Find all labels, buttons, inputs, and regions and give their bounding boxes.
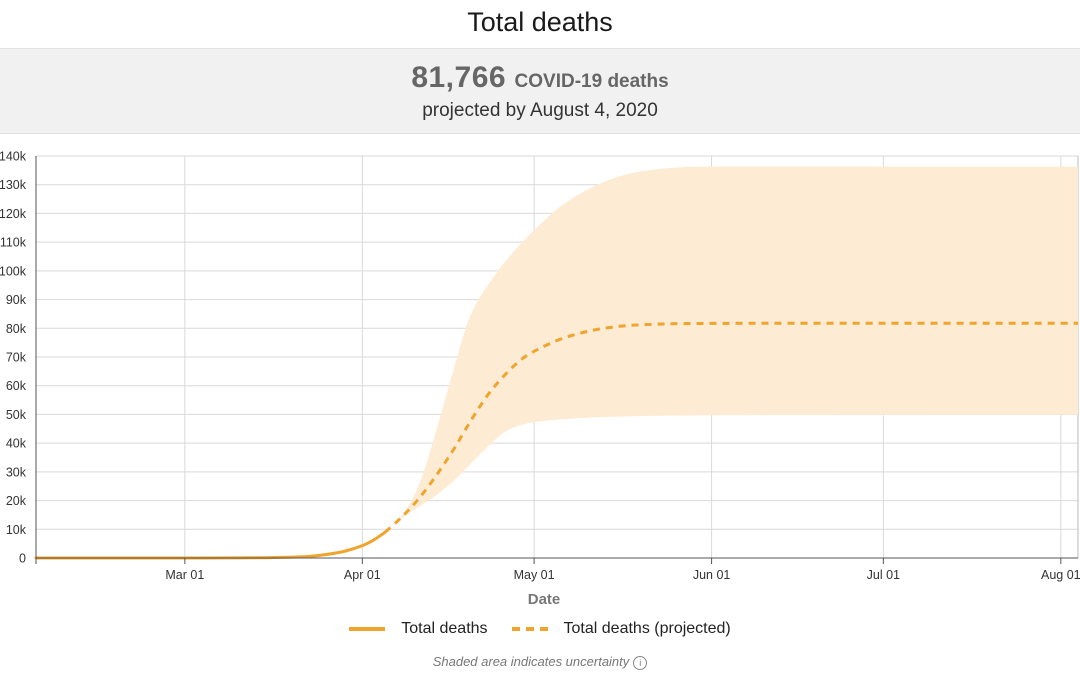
legend-item-total-deaths-projected[interactable]: Total deaths (projected): [511, 620, 731, 638]
y-tick-label: 110k: [0, 236, 27, 250]
y-tick-label: 90k: [6, 293, 27, 307]
solid-line-swatch: [349, 627, 386, 631]
y-tick-label: 100k: [0, 264, 27, 278]
x-tick-label: Aug 01: [1041, 568, 1080, 582]
y-tick-label: 20k: [6, 494, 27, 508]
axes: 0 10k 20k 30k 40k 50k 60k 70k 80k 90k 100k 110k 120k…: [0, 150, 1080, 583]
uncertainty-footnote: Shaded area indicates uncertainty i: [0, 654, 1080, 670]
x-tick-label: Jul 01: [867, 568, 900, 582]
legend-item-total-deaths[interactable]: Total deaths: [349, 620, 488, 638]
y-tick-label: 0: [19, 552, 26, 566]
dashed-line-swatch: [511, 627, 548, 631]
uncertainty-band: [385, 166, 1078, 533]
x-tick-label: Mar 01: [165, 568, 204, 582]
x-tick-label: Apr 01: [344, 568, 381, 582]
x-tick-label: May 01: [514, 568, 555, 582]
legend-label: Total deaths: [401, 620, 488, 637]
y-tick-label: 120k: [0, 207, 27, 221]
series-line-total-deaths: [34, 530, 387, 560]
summary-panel: 81,766 COVID-19 deaths projected by Augu…: [0, 48, 1080, 134]
legend-label: Total deaths (projected): [563, 620, 731, 637]
legend: Total deaths Total deaths (projected): [0, 616, 1080, 642]
footnote-text: Shaded area indicates uncertainty: [432, 654, 630, 669]
projected-death-count: 81,766: [411, 61, 507, 94]
y-tick-label: 50k: [6, 408, 27, 422]
y-tick-label: 30k: [6, 465, 27, 479]
chart-title: Total deaths: [467, 7, 613, 37]
projection-date: projected by August 4, 2020: [422, 100, 658, 121]
y-tick-label: 10k: [6, 523, 27, 537]
y-tick-label: 70k: [6, 351, 27, 365]
y-tick-label: 140k: [0, 150, 27, 164]
y-tick-label: 40k: [6, 437, 27, 451]
summary-headline: 81,766 COVID-19 deaths: [0, 59, 1080, 102]
projected-death-unit: COVID-19 deaths: [514, 71, 669, 92]
info-icon[interactable]: i: [633, 656, 648, 670]
y-tick-label: 80k: [6, 322, 27, 336]
series-line-total-deaths-projected: [384, 321, 1079, 534]
y-tick-label: 60k: [6, 379, 27, 393]
y-tick-label: 130k: [0, 178, 27, 192]
x-tick-label: Jun 01: [693, 568, 731, 582]
x-axis-title: Date: [528, 591, 561, 608]
